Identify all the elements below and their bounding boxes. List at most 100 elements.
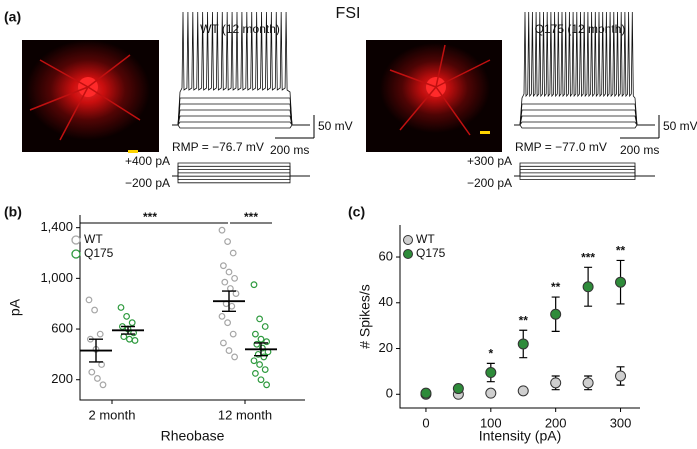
scale-label: 200 ms xyxy=(620,143,659,157)
rmp-label: RMP = −76.7 mV xyxy=(172,140,264,154)
data-point xyxy=(550,308,562,320)
stimulus xyxy=(514,165,655,177)
traces xyxy=(172,11,660,184)
y-tick-label: 40 xyxy=(379,294,393,309)
trace-title: WT (12 month) xyxy=(200,22,280,36)
sig-label: ** xyxy=(551,280,561,294)
trace-title: Q175 (12 month) xyxy=(535,22,626,36)
trace xyxy=(514,121,655,126)
error-bar xyxy=(222,290,236,313)
data-point xyxy=(256,361,264,368)
legend-marker xyxy=(403,249,413,259)
data-point xyxy=(582,377,594,389)
figure-title: FSI xyxy=(336,5,361,22)
y-tick-label: 1,000 xyxy=(40,270,73,285)
error-bar xyxy=(121,325,135,335)
trace xyxy=(172,109,310,126)
data-point xyxy=(229,330,237,338)
data-point xyxy=(615,370,627,382)
data-point xyxy=(225,268,233,276)
data-point xyxy=(228,302,236,310)
data-point xyxy=(224,238,232,246)
data-point xyxy=(88,368,96,376)
x-tick-label: 300 xyxy=(610,415,632,430)
data-point xyxy=(485,367,497,379)
data-point xyxy=(615,276,627,288)
data-point xyxy=(261,323,269,330)
scale-label: 200 ms xyxy=(270,143,309,157)
legend-marker xyxy=(403,235,413,245)
data-point xyxy=(131,337,139,344)
sig-label: *** xyxy=(143,210,157,224)
y-tick-label: 60 xyxy=(379,248,393,263)
y-tick-label: 1,400 xyxy=(40,219,73,234)
legend-label: WT xyxy=(416,232,435,246)
x-tick-label: 200 xyxy=(545,415,567,430)
x-axis-label: Rheobase xyxy=(161,428,225,444)
data-point xyxy=(259,344,266,352)
data-point xyxy=(485,387,497,399)
error-bar xyxy=(89,338,103,363)
trace xyxy=(514,11,655,126)
data-point xyxy=(420,387,432,399)
data-point xyxy=(517,338,529,350)
data-point xyxy=(517,385,529,397)
data-point xyxy=(221,278,229,286)
stimulus xyxy=(514,175,655,180)
sig-label: *** xyxy=(581,250,595,264)
panel-label: (c) xyxy=(348,204,365,220)
stim-label: −200 pA xyxy=(467,176,512,190)
trace xyxy=(514,109,655,126)
x-tick-label: 2 month xyxy=(89,407,136,422)
data-point xyxy=(250,357,258,365)
data-point xyxy=(257,376,265,384)
stimulus xyxy=(172,172,310,177)
sig-label: ** xyxy=(616,244,626,258)
data-point xyxy=(257,335,265,343)
x-tick-label: 0 xyxy=(422,415,429,430)
sig-label: *** xyxy=(244,210,258,224)
trace xyxy=(172,121,310,126)
y-axis-label: # Spikes/s xyxy=(357,284,373,349)
axis xyxy=(399,225,640,409)
stimulus xyxy=(514,172,655,177)
data-point xyxy=(582,281,594,293)
data-point xyxy=(253,340,261,348)
data-point xyxy=(93,375,101,382)
legend-label: Q175 xyxy=(84,246,114,260)
rmp-label: RMP = −77.0 mV xyxy=(515,140,607,154)
y-tick-label: 200 xyxy=(51,371,73,386)
data-point xyxy=(261,366,269,373)
data-point xyxy=(117,304,125,311)
stim-label: +400 pA xyxy=(125,154,170,168)
trace xyxy=(514,115,655,126)
data-point xyxy=(224,319,232,327)
data-point xyxy=(125,335,133,343)
y-axis-label: pA xyxy=(7,298,23,316)
data-point xyxy=(452,383,464,395)
x-axis-label: Intensity (pA) xyxy=(479,428,561,444)
trace xyxy=(514,124,655,129)
data-point xyxy=(219,262,227,270)
data-point xyxy=(91,306,98,314)
data-point xyxy=(128,319,136,327)
error-bar xyxy=(254,342,268,357)
stimulus xyxy=(172,175,310,184)
data-point xyxy=(263,381,271,389)
x-tick-label: 100 xyxy=(480,415,502,430)
data-point xyxy=(263,338,271,346)
scale-label: 50 mV xyxy=(318,119,353,133)
trace xyxy=(172,115,310,126)
data-point xyxy=(229,249,237,257)
micrograph xyxy=(22,40,159,153)
scale-label: 50 mV xyxy=(663,119,697,133)
data-point xyxy=(260,353,268,361)
panel-label: (b) xyxy=(4,204,22,220)
trace xyxy=(172,11,310,126)
data-point xyxy=(218,312,226,320)
data-point xyxy=(225,347,233,354)
data-point xyxy=(251,330,259,338)
data-point xyxy=(250,281,258,289)
sig-label: * xyxy=(488,347,493,361)
